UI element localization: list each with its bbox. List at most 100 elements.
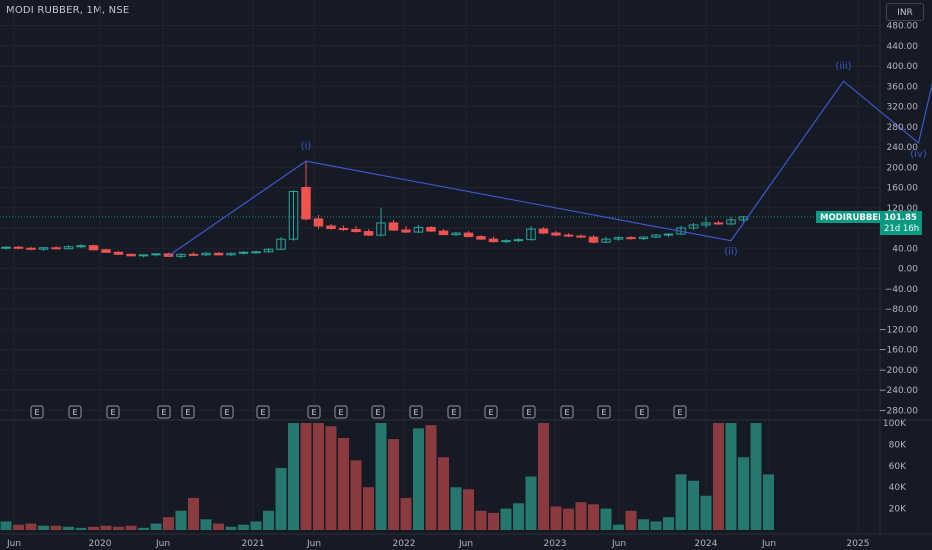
candle [538, 226, 549, 235]
candle [113, 251, 124, 255]
volume-bar [213, 523, 224, 530]
time-tick-label: Jun [458, 539, 473, 549]
earnings-marker[interactable]: E [181, 405, 195, 419]
price-tick-label: 280.00 [887, 123, 919, 133]
candle-body [526, 228, 536, 241]
price-axis: 480.00 440.00 400.00 360.00 320.00 280.00 240.… [879, 22, 918, 417]
wave-label: (iii) [835, 61, 851, 72]
volume-bar [663, 517, 674, 530]
candle [388, 219, 399, 232]
grid [0, 0, 932, 535]
earnings-marker[interactable]: E [220, 405, 234, 419]
candle-body [588, 236, 599, 243]
earnings-marker[interactable]: E [484, 405, 498, 419]
volume-bar [713, 423, 724, 530]
volume-bar [650, 521, 662, 530]
candle-body [276, 238, 286, 250]
elliott-wave: (i)(ii)(iii)(iv)(v) [168, 61, 932, 258]
svg-text:E: E [601, 408, 606, 417]
candle [251, 250, 261, 254]
volume-bar [188, 497, 199, 530]
price-tick-label: 120.00 [887, 204, 919, 214]
price-tick-label: 440.00 [887, 42, 919, 52]
candle [476, 235, 486, 240]
candle [638, 236, 649, 241]
candle [401, 225, 411, 234]
earnings-marker[interactable]: E [157, 405, 171, 419]
earnings-marker[interactable]: E [307, 405, 321, 419]
candle-body [163, 253, 174, 257]
volume-bar [463, 489, 474, 530]
earnings-marker[interactable]: E [409, 405, 423, 419]
candle [88, 244, 99, 251]
candle-body [438, 230, 449, 236]
price-tick-label: 320.00 [887, 103, 919, 113]
candle-body [88, 245, 99, 251]
volume-bar [225, 526, 237, 530]
earnings-marker[interactable]: E [334, 405, 348, 419]
earnings-marker[interactable]: E [522, 405, 536, 419]
svg-text:E: E [311, 408, 316, 417]
candle-body [338, 228, 349, 231]
earnings-marker[interactable]: E [673, 405, 687, 419]
earnings-marker[interactable]: E [256, 405, 270, 419]
svg-text:E: E [375, 408, 380, 417]
candle [463, 231, 474, 238]
candle [701, 216, 711, 228]
volume-bar [175, 510, 187, 530]
price-tick-label: −40.00 [885, 285, 919, 295]
volume-bar [450, 487, 462, 530]
candle-body [538, 228, 549, 234]
candle-body [488, 238, 499, 243]
wave-line [168, 80, 932, 257]
candle-body [176, 253, 186, 257]
volume-bar [538, 423, 549, 530]
earnings-marker[interactable]: E [597, 405, 611, 419]
earnings-marker[interactable]: E [106, 405, 120, 419]
candle-body [713, 222, 724, 225]
svg-text:E: E [677, 408, 682, 417]
earnings-marker[interactable]: E [68, 405, 82, 419]
candle-body [201, 252, 211, 256]
earnings-marker[interactable]: E [371, 405, 385, 419]
candle-body [1, 246, 11, 249]
volume-tick-label: 80K [889, 440, 907, 450]
volume-bar [725, 423, 737, 530]
candle-body [376, 222, 386, 236]
volume-bar [263, 510, 274, 530]
price-tick-label: 400.00 [887, 62, 919, 72]
candle-body [126, 253, 136, 257]
earnings-marker[interactable]: E [560, 405, 574, 419]
earnings-marker[interactable]: E [447, 405, 461, 419]
candle-body [388, 222, 399, 231]
candle-body [413, 226, 424, 233]
candle-body [313, 218, 324, 227]
time-tick-label: 2023 [544, 539, 567, 549]
candle-body [188, 253, 199, 256]
candle [138, 254, 149, 258]
volume-bar [638, 519, 649, 530]
time-tick-label: Jun [6, 539, 21, 549]
volume-bar [738, 457, 749, 530]
candle-body [638, 236, 649, 240]
price-tick-label: 40.00 [892, 244, 918, 254]
price-tag-countdown: 21d 16h [884, 224, 919, 234]
symbol-tag-label: MODIRUBBER [820, 213, 885, 223]
candle [201, 251, 211, 256]
candle [488, 236, 499, 243]
volume-bar [25, 523, 37, 530]
price-tick-label: −80.00 [885, 305, 919, 315]
volume-bar [688, 480, 699, 530]
candles [1, 161, 749, 259]
time-tick-label: 2021 [242, 539, 265, 549]
candle-body [251, 251, 261, 254]
volume-bar [38, 525, 49, 530]
volume-bar [363, 487, 374, 530]
earnings-marker[interactable]: E [635, 405, 649, 419]
wave-label: (i) [301, 141, 312, 152]
candle-body [38, 247, 49, 250]
volume-bar [563, 508, 574, 530]
earnings-marker[interactable]: E [30, 405, 44, 419]
currency-button[interactable]: INR [886, 3, 924, 21]
